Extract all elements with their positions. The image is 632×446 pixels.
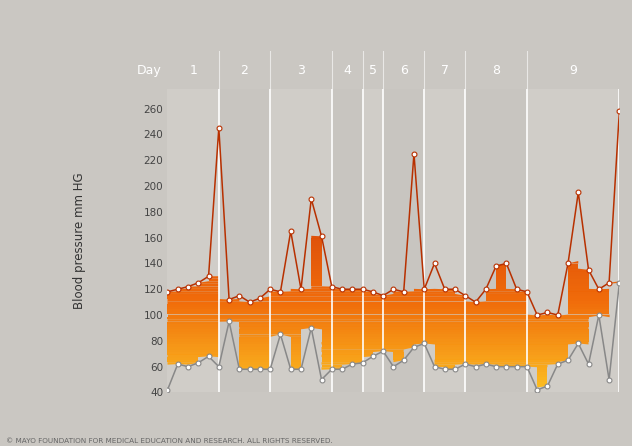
Bar bbox=[167, 89, 219, 392]
Bar bbox=[383, 89, 424, 392]
Text: 1: 1 bbox=[189, 64, 197, 77]
Text: Blood pressure mm HG: Blood pressure mm HG bbox=[73, 173, 85, 309]
Text: 9: 9 bbox=[569, 64, 577, 77]
Text: © MAYO FOUNDATION FOR MEDICAL EDUCATION AND RESEARCH. ALL RIGHTS RESERVED.: © MAYO FOUNDATION FOR MEDICAL EDUCATION … bbox=[6, 438, 333, 444]
Text: 6: 6 bbox=[400, 64, 408, 77]
Bar bbox=[270, 89, 332, 392]
Bar bbox=[424, 89, 465, 392]
Text: 3: 3 bbox=[297, 64, 305, 77]
Text: 8: 8 bbox=[492, 64, 500, 77]
Text: 4: 4 bbox=[343, 64, 351, 77]
Bar bbox=[465, 89, 527, 392]
Text: 5: 5 bbox=[369, 64, 377, 77]
Bar bbox=[332, 89, 363, 392]
Bar bbox=[363, 89, 383, 392]
Text: 7: 7 bbox=[441, 64, 449, 77]
Text: 2: 2 bbox=[241, 64, 248, 77]
Text: Day: Day bbox=[137, 64, 161, 77]
Bar bbox=[527, 89, 619, 392]
Bar bbox=[219, 89, 270, 392]
